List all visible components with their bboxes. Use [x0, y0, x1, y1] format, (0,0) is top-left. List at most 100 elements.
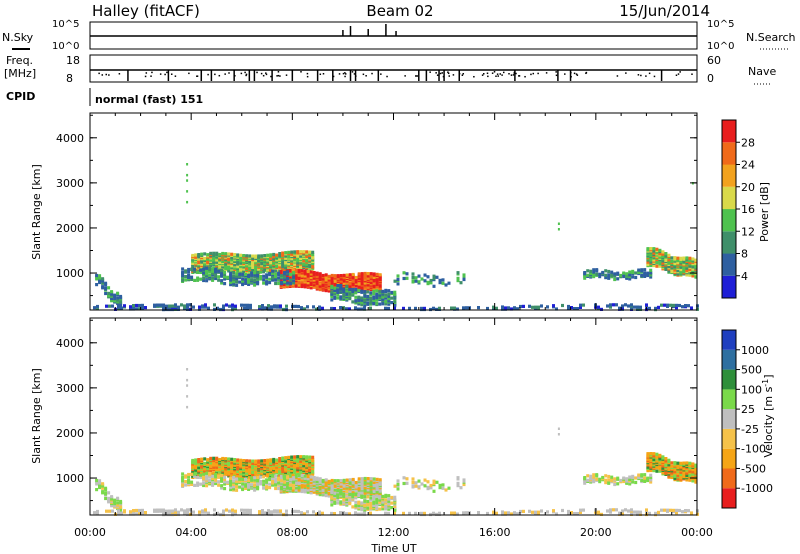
data-cell [684, 509, 687, 513]
data-cell [607, 273, 611, 277]
data-cell [228, 304, 231, 308]
data-cell [286, 486, 290, 490]
data-cell [318, 477, 322, 481]
data-cell [366, 479, 370, 483]
data-cell [318, 307, 321, 311]
data-cell [372, 480, 376, 484]
data-cell [360, 275, 364, 279]
data-cell [271, 269, 275, 273]
data-cell [202, 271, 206, 275]
data-cell [396, 487, 400, 491]
nave-dot [493, 71, 496, 73]
data-cell [209, 251, 213, 255]
data-cell [648, 306, 651, 310]
data-cell [348, 500, 352, 504]
data-cell [684, 304, 687, 308]
data-cell [664, 252, 668, 256]
data-cell [537, 305, 540, 309]
data-cell [174, 303, 177, 307]
data-cell [266, 458, 270, 462]
data-cell [104, 491, 108, 495]
nave-dot [386, 75, 388, 78]
data-cell [239, 256, 243, 260]
data-cell [232, 476, 236, 480]
data-cell [363, 271, 367, 276]
data-cell [247, 282, 251, 286]
data-cell [375, 287, 379, 291]
data-cell [456, 512, 459, 516]
data-cell [354, 496, 358, 500]
velocity-colorbar-frame [721, 329, 737, 509]
data-cell [600, 512, 603, 516]
data-cell [324, 478, 328, 482]
data-cell [217, 480, 221, 484]
data-cell [119, 294, 123, 299]
data-cell [297, 304, 300, 309]
data-cell [414, 481, 418, 485]
data-cell [294, 268, 298, 272]
nave-dot [174, 75, 177, 77]
data-cell [504, 306, 507, 310]
data-cell [200, 457, 204, 461]
data-cell [300, 485, 304, 489]
data-cell [302, 250, 306, 254]
data-cell [96, 512, 99, 516]
data-cell [202, 267, 206, 271]
data-cell [205, 473, 209, 478]
data-cell [363, 476, 367, 481]
data-cell [357, 307, 360, 311]
data-cell [649, 268, 653, 272]
data-cell [268, 271, 272, 276]
data-cell [190, 277, 194, 281]
data-cell [612, 508, 615, 512]
data-cell [208, 475, 212, 479]
data-cell [348, 307, 351, 311]
data-cell [271, 474, 275, 478]
data-cell [315, 307, 318, 311]
data-cell [417, 280, 421, 284]
data-cell [279, 509, 282, 513]
data-cell [685, 256, 689, 260]
data-cell [168, 304, 171, 308]
data-cell [226, 480, 230, 484]
data-cell [241, 281, 245, 285]
data-cell [579, 510, 582, 514]
data-cell [691, 462, 695, 466]
data-cell [209, 456, 213, 460]
data-cell [589, 272, 593, 276]
data-cell [315, 512, 318, 516]
data-cell [98, 481, 102, 485]
nave-dot [279, 75, 281, 77]
data-cell [261, 307, 264, 311]
data-cell [357, 500, 361, 504]
data-cell [336, 501, 340, 505]
data-cell [232, 282, 236, 286]
data-cell [441, 486, 445, 490]
data-cell [193, 483, 197, 487]
data-cell [277, 481, 281, 485]
data-cell [251, 256, 255, 260]
data-cell [378, 498, 382, 502]
data-cell [456, 271, 460, 275]
data-cell [381, 500, 385, 504]
data-cell [426, 275, 430, 279]
data-cell [402, 476, 406, 480]
data-cell [284, 459, 288, 463]
data-cell [194, 458, 198, 462]
data-cell [306, 272, 310, 276]
data-cell [336, 284, 340, 288]
data-cell [153, 303, 156, 307]
data-cell [462, 482, 466, 487]
data-cell [456, 279, 460, 283]
data-cell [212, 260, 216, 264]
nave-dot [677, 73, 680, 75]
data-cell [290, 455, 294, 459]
nave-dot [555, 71, 557, 73]
data-cell [286, 482, 290, 486]
nave-dot [640, 74, 642, 77]
data-cell [435, 275, 439, 279]
nsky-tick-bottom: 10^0 [52, 41, 79, 52]
data-cell [241, 486, 245, 490]
data-cell [393, 279, 397, 283]
data-cell [613, 272, 617, 276]
